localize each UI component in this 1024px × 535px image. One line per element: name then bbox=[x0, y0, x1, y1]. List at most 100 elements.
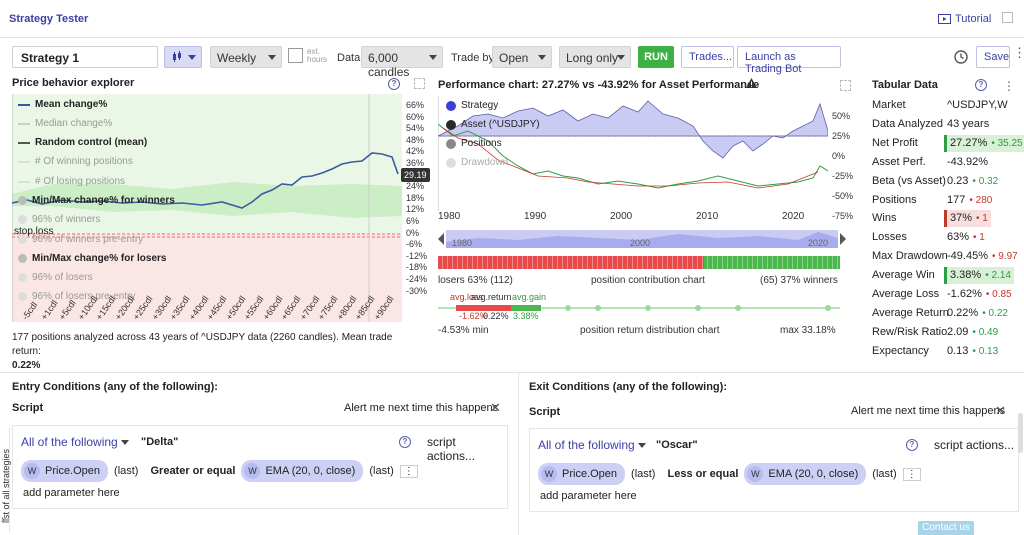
trade-by-select[interactable]: Open bbox=[492, 46, 552, 68]
entry-alert-label[interactable]: Alert me next time this happens bbox=[344, 402, 499, 414]
strategy-name-input[interactable]: Strategy 1 bbox=[12, 46, 158, 68]
navigator[interactable] bbox=[438, 228, 846, 250]
exit-operator[interactable]: Less or equal bbox=[667, 468, 739, 480]
close-icon[interactable]: ✕ bbox=[490, 400, 501, 415]
chart-type-select[interactable] bbox=[164, 46, 202, 68]
entry-operator[interactable]: Greater or equal bbox=[150, 465, 236, 477]
launch-bot-button[interactable]: Launch as Trading Bot bbox=[737, 46, 841, 75]
chevron-right-icon[interactable]: › bbox=[1, 514, 5, 526]
legend-minmax-winners[interactable]: Min/Max change% for winners bbox=[18, 195, 175, 206]
close-icon[interactable]: ✕ bbox=[995, 403, 1006, 418]
entry-script-actions[interactable]: script actions... bbox=[427, 435, 476, 463]
contribution-bar bbox=[438, 256, 840, 269]
entry-mode-select[interactable]: All of the following bbox=[21, 435, 130, 449]
exit-panel: Exit Conditions (any of the following): … bbox=[518, 373, 1020, 535]
tabular-row: Average Loss -1.62% • 0.85 bbox=[872, 285, 1024, 304]
legend-asset[interactable]: Asset (^USDJPY) bbox=[446, 119, 540, 130]
help-icon[interactable]: ? bbox=[906, 439, 918, 451]
legend-label: 96% of losers bbox=[32, 272, 93, 283]
exit-alert-label[interactable]: Alert me next time this happens bbox=[851, 405, 1006, 417]
tabular-title: Tabular Data bbox=[872, 79, 938, 91]
legend-random[interactable]: Random control (mean) bbox=[18, 137, 147, 148]
legend-mean[interactable]: Mean change% bbox=[18, 99, 107, 110]
y-tick-label: -6% bbox=[406, 239, 423, 250]
exit-right-arg[interactable]: (last) bbox=[872, 468, 897, 480]
mean-change-line bbox=[12, 152, 399, 209]
exit-left-arg[interactable]: (last) bbox=[631, 468, 656, 480]
run-button[interactable]: RUN bbox=[638, 46, 674, 68]
save-button[interactable]: Save bbox=[976, 46, 1010, 68]
tabular-row: Average Win 3.38% • 2.14 bbox=[872, 266, 1024, 285]
fullscreen-icon[interactable] bbox=[1002, 12, 1013, 23]
history-icon[interactable] bbox=[953, 49, 969, 65]
behavior-chart bbox=[12, 94, 402, 322]
row-value: 43 years bbox=[944, 116, 992, 133]
year-label: 2010 bbox=[696, 211, 719, 222]
legend-96-winners-pre[interactable]: 96% of winners pre-entry bbox=[18, 234, 143, 245]
entry-right-arg[interactable]: (last) bbox=[369, 465, 394, 477]
current-value-badge: 29.19 bbox=[401, 168, 430, 182]
entry-right-operand[interactable]: W EMA (20, 0, close) bbox=[241, 460, 364, 482]
fullscreen-icon[interactable] bbox=[840, 80, 851, 91]
entry-left-operand[interactable]: W Price.Open bbox=[21, 460, 109, 482]
legend-label: Asset (^USDJPY) bbox=[461, 119, 540, 130]
value-text: ^USDJPY,W bbox=[947, 99, 1008, 111]
value-text: 0.22% bbox=[947, 306, 979, 319]
legend-label: 96% of losers pre-entry bbox=[32, 291, 136, 302]
candles-select[interactable]: 6,000 candles bbox=[361, 46, 443, 79]
sidebar-toggle[interactable]: list of all strategies bbox=[0, 428, 11, 532]
more-menu-icon[interactable]: ⋮ bbox=[399, 464, 418, 478]
legend-drawdown[interactable]: Drawdown bbox=[446, 157, 508, 168]
entry-script-name[interactable]: "Delta" bbox=[141, 436, 179, 448]
entry-condition: W Price.Open (last) Greater or equal W EMA… bbox=[21, 460, 418, 482]
ext-hours-checkbox[interactable] bbox=[288, 48, 303, 63]
legend-label: Median change% bbox=[35, 118, 113, 129]
dot-swatch bbox=[18, 292, 27, 301]
trades-button[interactable]: Trades... bbox=[681, 46, 734, 68]
more-menu-icon[interactable]: ⋮ bbox=[1003, 79, 1015, 93]
legend-winning[interactable]: # Of winning positions bbox=[18, 156, 133, 167]
y-tick-label: 50% bbox=[832, 111, 851, 121]
legend-median[interactable]: Median change% bbox=[18, 118, 112, 129]
entry-left-arg[interactable]: (last) bbox=[114, 465, 139, 477]
legend-96-losers-pre[interactable]: 96% of losers pre-entry bbox=[18, 291, 135, 302]
legend-strategy[interactable]: Strategy bbox=[446, 100, 498, 111]
tutorial-link[interactable]: Tutorial bbox=[938, 13, 991, 25]
exit-add-parameter[interactable]: add parameter here bbox=[540, 490, 637, 502]
trade-by-value: Open bbox=[499, 51, 529, 65]
scrollbar[interactable] bbox=[1018, 413, 1023, 453]
exit-script-name[interactable]: "Oscar" bbox=[656, 439, 698, 451]
y-tick-label: -75% bbox=[832, 211, 854, 221]
year-label: 1980 bbox=[438, 211, 461, 222]
help-icon[interactable]: ? bbox=[399, 436, 411, 448]
fullscreen-icon[interactable] bbox=[414, 78, 425, 89]
exit-right-operand[interactable]: W EMA (20, 0, close) bbox=[744, 463, 867, 485]
value-text: 27.27% bbox=[950, 136, 988, 149]
interval-select[interactable]: Weekly bbox=[210, 46, 282, 68]
row-key: Max Drawdown bbox=[872, 250, 948, 263]
change-value: • 280 bbox=[969, 194, 993, 206]
change-value: • 35.25 bbox=[991, 137, 1023, 149]
exit-left-operand[interactable]: W Price.Open bbox=[538, 463, 626, 485]
legend-96-winners[interactable]: 96% of winners bbox=[18, 214, 100, 225]
legend-minmax-losers[interactable]: Min/Max change% for losers bbox=[18, 253, 166, 264]
tabular-row: Data Analyzed 43 years bbox=[872, 115, 1024, 134]
chevron-down-icon bbox=[638, 443, 647, 449]
value-text: 37% bbox=[950, 212, 973, 225]
legend-96-losers[interactable]: 96% of losers bbox=[18, 272, 93, 283]
y-tick-label: 24% bbox=[406, 181, 425, 192]
min-label: -4.53% min bbox=[438, 325, 489, 336]
more-menu-icon[interactable]: ⋮ bbox=[1013, 45, 1024, 60]
legend-losing[interactable]: # Of losing positions bbox=[18, 176, 125, 187]
w-badge: W bbox=[747, 466, 764, 482]
exit-mode-select[interactable]: All of the following bbox=[538, 438, 647, 452]
contact-button[interactable]: Contact us bbox=[918, 521, 974, 535]
exit-script-actions[interactable]: script actions... bbox=[934, 438, 1015, 452]
help-icon[interactable]: ? bbox=[975, 79, 987, 91]
help-icon[interactable]: ? bbox=[388, 78, 400, 90]
legend-stop-loss[interactable]: stop.loss bbox=[14, 226, 53, 237]
more-menu-icon[interactable]: ⋮ bbox=[902, 467, 921, 481]
direction-select[interactable]: Long only bbox=[559, 46, 631, 68]
legend-positions[interactable]: Positions bbox=[446, 138, 502, 149]
entry-add-parameter[interactable]: add parameter here bbox=[23, 487, 120, 499]
